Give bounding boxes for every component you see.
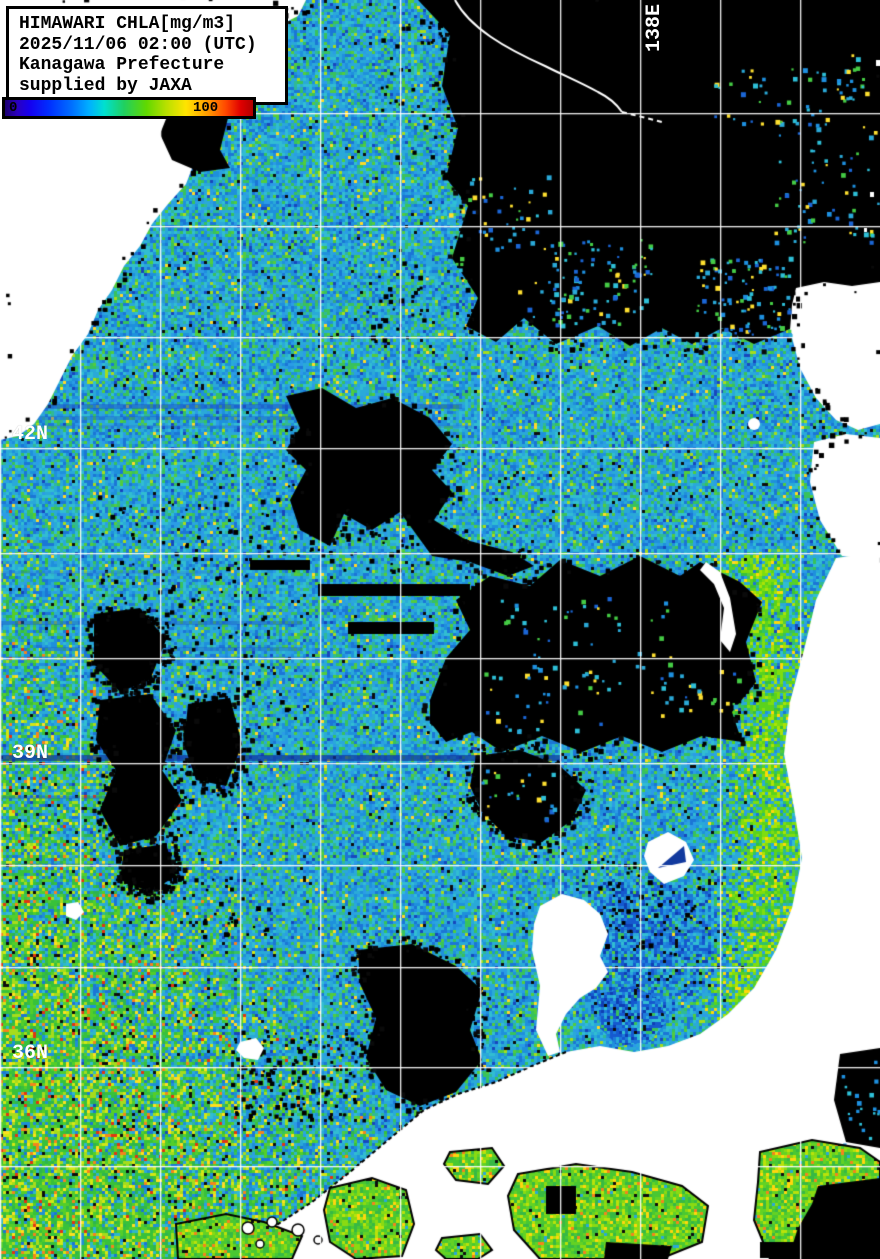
info-title: HIMAWARI CHLA[mg/m3] xyxy=(19,14,236,34)
info-datetime: 2025/11/06 02:00 (UTC) xyxy=(19,34,257,55)
lat-label-36n: 36N xyxy=(12,1042,49,1065)
info-credit: supplied by JAXA xyxy=(19,75,192,96)
info-box: HIMAWARI CHLA[mg/m3] 2025/11/06 02:00 (U… xyxy=(6,6,288,105)
info-source: Kanagawa Prefecture xyxy=(19,55,225,75)
lon-label-138e: 138E xyxy=(643,3,666,52)
colorbar-min-label: 0 xyxy=(9,100,18,116)
lat-label-42n: 42N xyxy=(12,423,49,446)
colorbar-gradient xyxy=(5,100,253,116)
colorbar: 0 100 xyxy=(2,97,256,119)
colorbar-max-label: 100 xyxy=(193,100,219,116)
lat-label-39n: 39N xyxy=(12,742,49,765)
